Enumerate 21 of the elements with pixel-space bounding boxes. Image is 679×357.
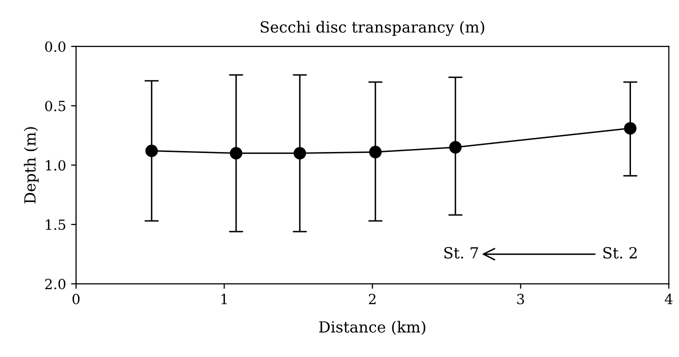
x-tick-label: 0 — [72, 294, 80, 304]
x-tick-label: 3 — [517, 294, 524, 304]
y-tick-label: 1.5 — [46, 219, 66, 230]
point — [369, 146, 382, 158]
x-axis-title: Distance (km) — [319, 320, 426, 335]
annotation: St. 7 — [444, 247, 478, 259]
point — [624, 122, 637, 135]
y-tick-label: 2.0 — [45, 278, 66, 290]
point — [230, 146, 242, 160]
y-tick-label: 1.0 — [46, 160, 66, 171]
x-tick-label: 2 — [368, 294, 376, 304]
point — [449, 141, 462, 154]
chart-title: Secchi disc transparancy (m) — [260, 20, 484, 36]
annotation: St. 2 — [603, 247, 637, 259]
point — [145, 144, 158, 158]
y-axis-title: Depth (m) — [24, 127, 39, 204]
y-tick-label: 0.0 — [45, 41, 66, 52]
x-tick-label: 1 — [222, 294, 227, 304]
y-tick-label: 0.5 — [45, 100, 66, 112]
point — [294, 146, 306, 160]
x-tick-label: 4 — [664, 294, 673, 304]
